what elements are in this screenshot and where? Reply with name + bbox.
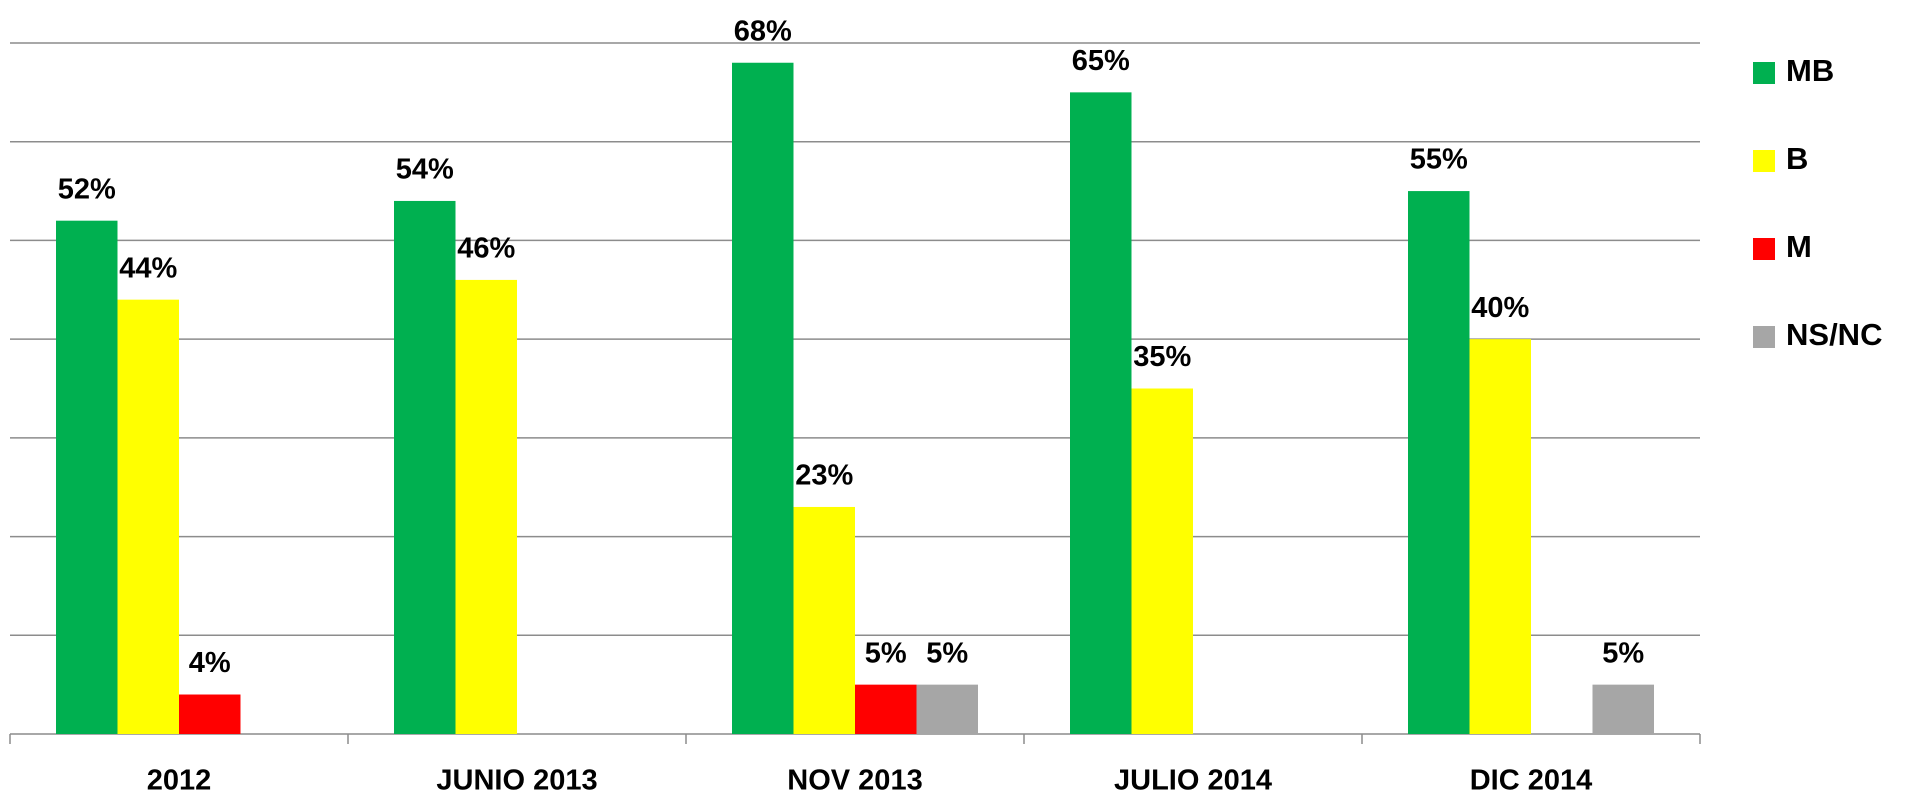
data-label: 68% [734,15,792,47]
x-tick-label: JUNIO 2013 [436,765,597,797]
x-tick-label: NOV 2013 [787,765,922,797]
legend-swatch [1753,238,1775,260]
bar [1469,339,1531,734]
bar [179,694,241,734]
bar [855,684,917,734]
bar [916,684,978,734]
data-label: 5% [1602,637,1644,669]
bar [732,62,794,734]
legend-swatch [1753,150,1775,172]
legend-swatch [1753,326,1775,348]
bar [56,220,118,734]
legend-label: B [1786,141,1808,176]
bar [793,506,855,734]
data-label: 5% [865,637,907,669]
bar [455,279,517,734]
bar [1131,388,1193,734]
x-tick-label: DIC 2014 [1470,765,1593,797]
data-label: 40% [1471,292,1529,324]
data-label: 35% [1133,341,1191,373]
data-label: 4% [189,647,231,679]
x-tick-label: 2012 [147,765,212,797]
data-label: 46% [457,233,515,265]
bar [117,299,179,734]
bar [1408,191,1470,735]
data-label: 65% [1072,45,1130,77]
legend-label: M [1786,229,1812,264]
x-tick-label: JULIO 2014 [1114,765,1272,797]
data-label: 44% [119,252,177,284]
legend-swatch [1753,62,1775,84]
data-label: 52% [58,173,116,205]
bar [1070,92,1132,735]
bar [1592,684,1654,734]
data-label: 5% [926,637,968,669]
data-label: 55% [1410,144,1468,176]
data-label: 54% [396,154,454,186]
legend-label: NS/NC [1786,317,1882,352]
legend-label: MB [1786,53,1834,88]
data-label: 23% [795,460,853,492]
bar [394,200,456,734]
